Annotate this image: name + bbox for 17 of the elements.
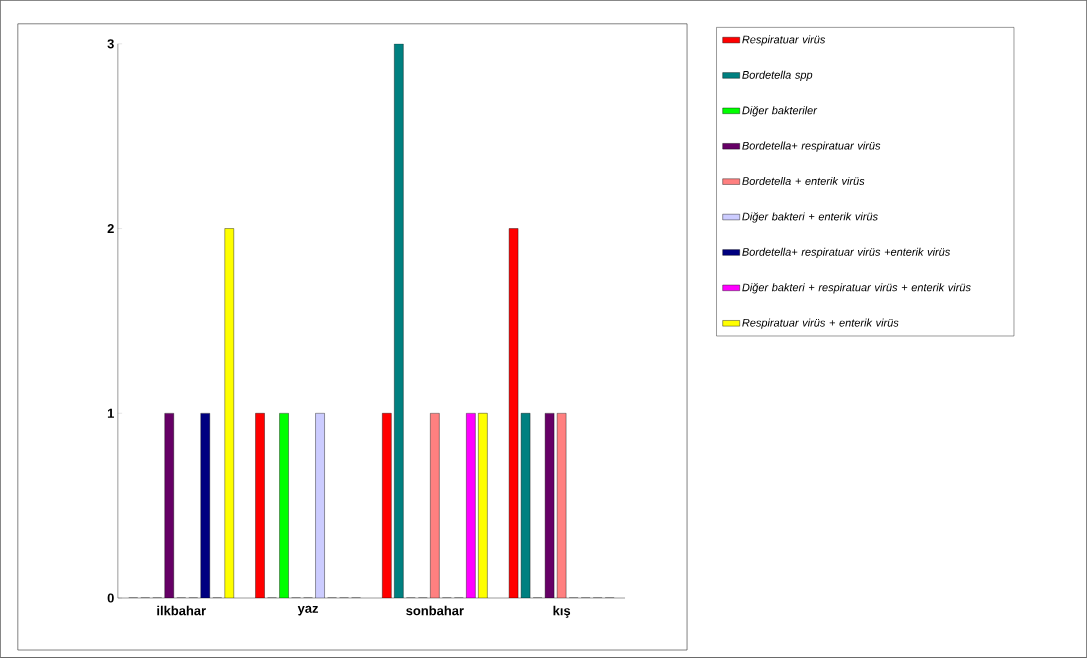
x-tick-label: ilkbahar [157, 605, 206, 616]
legend-label: Diğer bakteri + respiratuar virüs + enterik virüs [742, 283, 971, 294]
x-tick-label: sonbahar [406, 605, 464, 616]
legend-label: Diğer bakteriler [742, 106, 818, 117]
legend-label: Bordetella + enterik virüs [742, 176, 865, 186]
y-tick-label: 2 [107, 224, 114, 234]
legend-label: Bordetella+ respiratuar virüs [742, 141, 881, 152]
legend-label: Respiratuar virüs [742, 35, 826, 46]
x-tick-label: yaz [297, 605, 319, 616]
legend-label: Bordetella+ respiratuar virüs +enterik virüs [742, 247, 951, 259]
x-tick-label: kış [553, 605, 571, 618]
legend-label: Respiratuar virüs + enterik virüs [742, 318, 899, 329]
legend-label: Diğer bakteri + enterik virüs [742, 212, 878, 223]
y-tick-label: 3 [107, 39, 114, 49]
y-tick-label: 0 [107, 593, 114, 603]
y-tick-label: 1 [107, 408, 114, 418]
legend-label: Bordetella spp [742, 70, 813, 81]
